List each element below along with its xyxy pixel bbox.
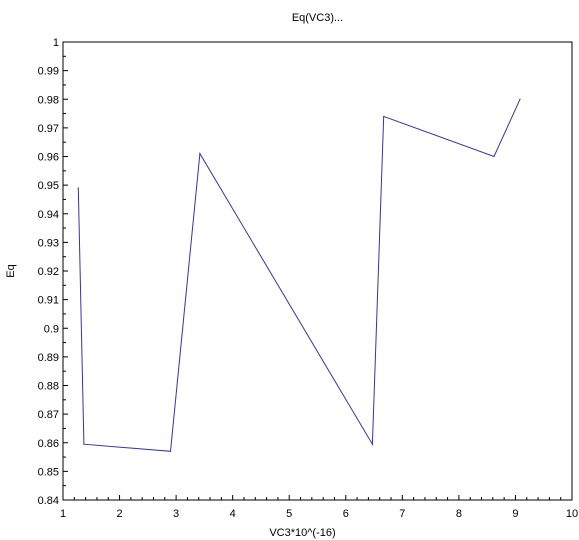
plot-frame — [62, 41, 573, 501]
x-tick-label: 4 — [230, 508, 236, 520]
y-tick-label: 0.89 — [38, 352, 59, 364]
x-tick-label: 9 — [512, 508, 518, 520]
x-tick-label: 1 — [60, 508, 66, 520]
data-point — [371, 443, 373, 445]
x-tick-label: 7 — [399, 508, 405, 520]
data-point — [199, 153, 201, 155]
y-tick-label: 0.98 — [38, 94, 59, 106]
x-tick-label: 8 — [456, 508, 462, 520]
y-tick-label: 1 — [53, 37, 59, 49]
y-tick-label: 0.95 — [38, 180, 59, 192]
data-point — [519, 98, 521, 100]
y-tick-label: 0.94 — [38, 209, 59, 221]
data-point — [493, 155, 495, 158]
x-tick-label: 2 — [116, 508, 122, 520]
x-tick-label: 5 — [286, 508, 292, 520]
y-tick-label: 0.97 — [38, 123, 59, 135]
data-point — [169, 450, 172, 452]
x-tick-label: 10 — [566, 508, 578, 520]
series-line — [77, 99, 521, 452]
y-tick-label: 0.92 — [38, 266, 59, 278]
y-tick-label: 0.85 — [38, 466, 59, 478]
y-tick-label: 0.88 — [38, 381, 59, 393]
data-point — [383, 115, 385, 118]
y-tick-label: 0.99 — [38, 66, 59, 78]
y-tick-label: 0.91 — [38, 295, 59, 307]
y-axis-label: Eq — [5, 264, 17, 277]
y-tick-label: 0.86 — [38, 438, 59, 450]
x-tick-label: 3 — [173, 508, 179, 520]
data-point — [83, 443, 85, 445]
series-group — [77, 98, 521, 452]
y-tick-label: 0.93 — [38, 237, 59, 249]
y-tick-label: 0.87 — [38, 409, 59, 421]
data-point — [77, 187, 79, 189]
chart-title: Eq(VC3)... — [292, 12, 343, 24]
y-tick-label: 0.9 — [44, 323, 59, 335]
y-tick-label: 0.96 — [38, 152, 59, 164]
y-tick-label: 0.84 — [38, 495, 59, 507]
x-axis-label: VC3*10^(-16) — [269, 527, 335, 539]
x-tick-label: 6 — [343, 508, 349, 520]
axes: 0.84 0.85 0.86 0.87 0.88 0.89 0.9 0.91 0.92 0.93 0… — [38, 37, 579, 520]
